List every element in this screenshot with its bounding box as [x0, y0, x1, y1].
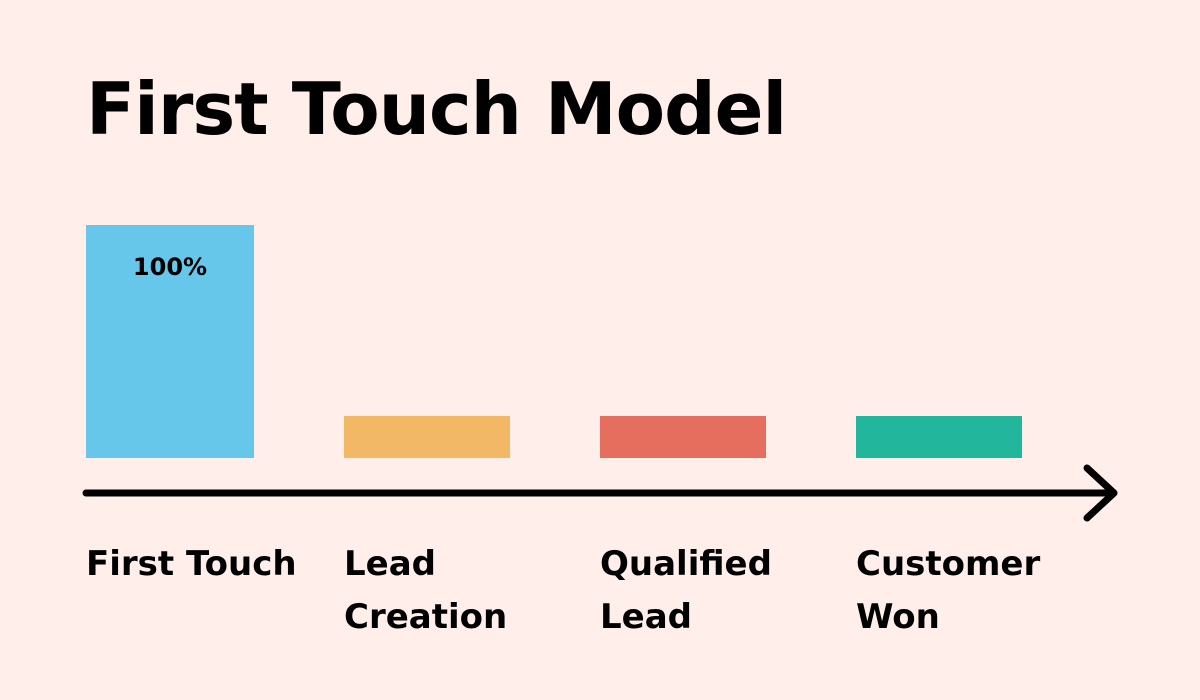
- category-label-line: Creation: [344, 597, 508, 637]
- data-labels-group: 100%: [133, 253, 207, 281]
- bar-first-touch: [86, 225, 254, 458]
- x-axis-arrow-icon: [1083, 464, 1118, 522]
- bars-group: [86, 225, 1022, 458]
- category-label-line: Lead: [600, 597, 693, 637]
- category-label-qualified-lead: Qualified Lead: [600, 538, 820, 644]
- category-label-customer-won: Customer Won: [856, 538, 1076, 644]
- bar-qualified-lead: [600, 416, 766, 458]
- bar-customer-won: [856, 416, 1022, 458]
- data-label: 100%: [133, 253, 207, 281]
- category-label-lead-creation: Lead Creation: [344, 538, 564, 644]
- category-label-line: Won: [856, 597, 940, 637]
- category-label-first-touch: First Touch: [86, 538, 306, 591]
- page-title: First Touch Model: [86, 67, 787, 151]
- category-label-line: First Touch: [86, 544, 297, 584]
- category-label-line: Customer: [856, 544, 1041, 584]
- category-label-line: Qualified: [600, 544, 772, 584]
- category-label-line: Lead: [344, 544, 437, 584]
- bar-lead-creation: [344, 416, 510, 458]
